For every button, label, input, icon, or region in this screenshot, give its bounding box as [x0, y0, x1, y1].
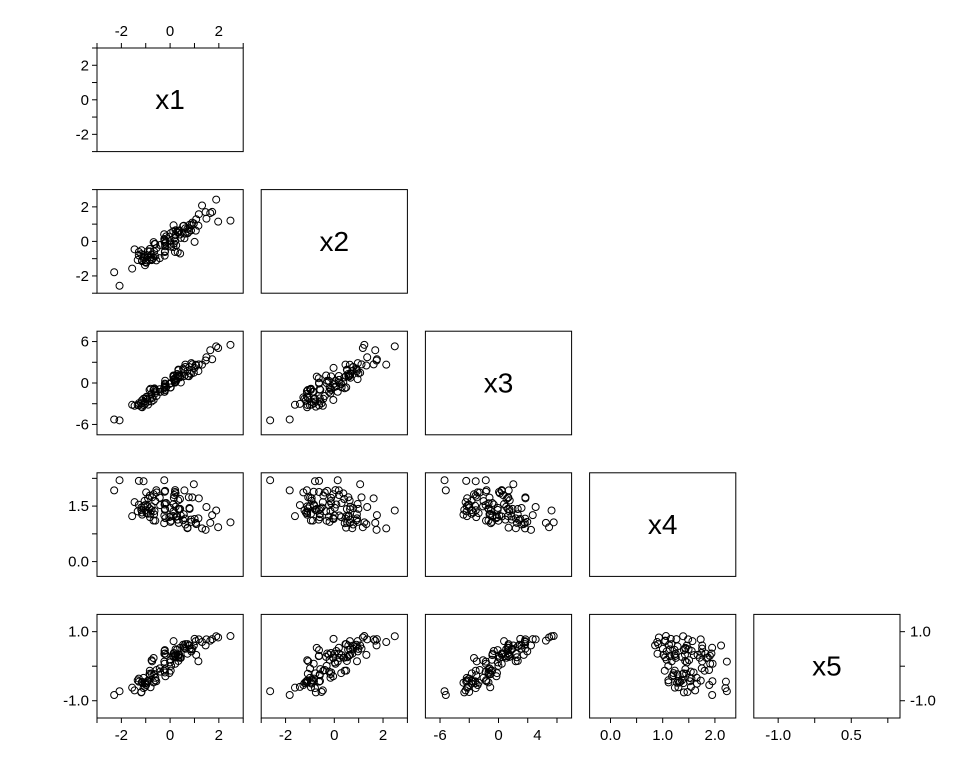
pairs-plot: x1x2x3x4x5-202-202-6060.01.5-1.01.0-202-…	[0, 0, 960, 768]
svg-text:-1.0: -1.0	[63, 693, 89, 710]
scatter-x5-vs-x2	[261, 614, 407, 718]
svg-text:2: 2	[215, 23, 223, 40]
y-axis-x1: -2 0 2	[76, 48, 97, 152]
svg-text:-1.0: -1.0	[765, 727, 791, 744]
y-axis-x5: -1.0 1.0	[63, 614, 97, 718]
x-axis-x4: 0.0 1.0 2.0	[590, 718, 736, 744]
svg-text:1.0: 1.0	[68, 624, 89, 641]
svg-text:1.0: 1.0	[910, 624, 931, 641]
svg-text:0: 0	[81, 375, 89, 392]
x-axis-top-x1: -2 0 2	[97, 23, 243, 48]
svg-text:-6: -6	[76, 416, 89, 433]
svg-text:6: 6	[81, 334, 89, 351]
diag-panel-x4: x4	[590, 473, 736, 577]
scatter-x4-vs-x1	[97, 473, 243, 577]
scatter-x4-vs-x2	[261, 473, 407, 577]
scatter-x4-vs-x3	[425, 473, 571, 577]
svg-text:0.5: 0.5	[841, 727, 862, 744]
svg-text:0.0: 0.0	[68, 554, 89, 571]
svg-text:-2: -2	[115, 23, 128, 40]
svg-text:0: 0	[494, 727, 502, 744]
var-label-x3: x3	[484, 367, 514, 398]
y-axis-right-x5: -1.0 1.0	[900, 614, 936, 718]
svg-text:-6: -6	[433, 727, 446, 744]
svg-text:2: 2	[81, 57, 89, 74]
diag-panel-x2: x2	[261, 190, 407, 294]
svg-text:2: 2	[379, 727, 387, 744]
svg-text:0: 0	[330, 727, 338, 744]
svg-text:2: 2	[215, 727, 223, 744]
y-axis-x2: -2 0 2	[76, 190, 97, 294]
scatter-x3-vs-x2	[261, 331, 407, 435]
y-axis-x4: 0.0 1.5	[68, 473, 97, 577]
diag-panel-x3: x3	[425, 331, 571, 435]
svg-text:0: 0	[81, 92, 89, 109]
scatter-x5-vs-x3	[425, 614, 571, 718]
y-axis-x3: -6 0 6	[76, 331, 97, 435]
scatter-x5-vs-x1	[97, 614, 243, 718]
svg-text:2.0: 2.0	[704, 727, 725, 744]
var-label-x1: x1	[155, 84, 185, 115]
scatter-x3-vs-x1	[97, 331, 243, 435]
svg-text:0: 0	[81, 233, 89, 250]
var-label-x2: x2	[320, 226, 350, 257]
x-axis-x5: -1.0 0.5	[754, 718, 900, 744]
svg-text:1.5: 1.5	[68, 498, 89, 515]
svg-text:4: 4	[533, 727, 541, 744]
svg-text:-2: -2	[279, 727, 292, 744]
diag-panel-x1: x1	[97, 48, 243, 152]
var-label-x4: x4	[648, 509, 678, 540]
svg-text:-2: -2	[76, 126, 89, 143]
svg-text:0: 0	[166, 23, 174, 40]
var-label-x5: x5	[812, 651, 842, 682]
svg-text:1.0: 1.0	[652, 727, 673, 744]
svg-text:2: 2	[81, 199, 89, 216]
svg-text:-1.0: -1.0	[910, 693, 936, 710]
svg-text:-2: -2	[76, 268, 89, 285]
x-axis-x1: -2 0 2	[97, 718, 243, 744]
scatter-x5-vs-x4	[590, 614, 736, 718]
diag-panel-x5: x5	[754, 614, 900, 718]
svg-text:0: 0	[166, 727, 174, 744]
svg-text:0.0: 0.0	[600, 727, 621, 744]
pairs-plot-svg: x1x2x3x4x5-202-202-6060.01.5-1.01.0-202-…	[0, 0, 960, 768]
x-axis-x3: -6 0 4	[425, 718, 571, 744]
x-axis-x2: -2 0 2	[261, 718, 407, 744]
scatter-x2-vs-x1	[97, 190, 243, 294]
svg-text:-2: -2	[115, 727, 128, 744]
